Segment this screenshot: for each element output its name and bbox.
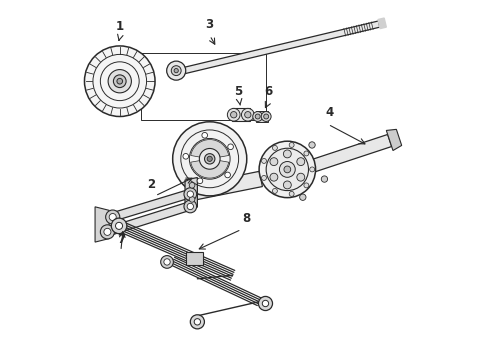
Circle shape xyxy=(297,173,305,181)
Circle shape xyxy=(184,200,196,213)
Polygon shape xyxy=(256,111,269,122)
Circle shape xyxy=(272,145,277,150)
Circle shape xyxy=(174,68,178,73)
Circle shape xyxy=(253,112,263,121)
Circle shape xyxy=(172,66,181,76)
Circle shape xyxy=(184,188,196,201)
Circle shape xyxy=(262,175,267,180)
Circle shape xyxy=(104,228,111,235)
Text: 3: 3 xyxy=(206,18,214,31)
Circle shape xyxy=(189,197,195,202)
Circle shape xyxy=(304,151,309,156)
Text: 1: 1 xyxy=(116,19,124,32)
Circle shape xyxy=(283,150,291,158)
Circle shape xyxy=(187,191,194,197)
Circle shape xyxy=(227,108,240,121)
Circle shape xyxy=(197,178,203,184)
Polygon shape xyxy=(111,188,195,221)
Circle shape xyxy=(261,112,271,121)
Circle shape xyxy=(259,141,316,198)
Wedge shape xyxy=(191,159,229,178)
Circle shape xyxy=(264,114,269,119)
Polygon shape xyxy=(185,177,197,207)
Circle shape xyxy=(183,153,189,159)
Circle shape xyxy=(204,154,215,164)
Polygon shape xyxy=(192,171,263,200)
Circle shape xyxy=(106,210,120,224)
Polygon shape xyxy=(95,207,109,242)
Circle shape xyxy=(245,112,251,118)
Circle shape xyxy=(164,259,170,265)
Circle shape xyxy=(321,176,328,182)
Circle shape xyxy=(297,158,305,166)
Circle shape xyxy=(84,46,155,117)
Text: 7: 7 xyxy=(117,233,125,246)
Circle shape xyxy=(225,172,230,178)
Circle shape xyxy=(113,75,126,87)
Text: 6: 6 xyxy=(264,85,272,98)
Text: 8: 8 xyxy=(243,212,251,225)
Polygon shape xyxy=(169,21,380,77)
Circle shape xyxy=(262,158,267,163)
Circle shape xyxy=(161,256,173,268)
Circle shape xyxy=(230,112,237,118)
Circle shape xyxy=(310,167,315,172)
Circle shape xyxy=(117,78,122,84)
Circle shape xyxy=(172,122,247,196)
Circle shape xyxy=(270,158,278,166)
Circle shape xyxy=(304,183,309,188)
Circle shape xyxy=(242,108,254,121)
Text: 5: 5 xyxy=(235,85,243,98)
Circle shape xyxy=(255,114,260,119)
Circle shape xyxy=(300,194,306,201)
Text: 4: 4 xyxy=(325,106,334,119)
Circle shape xyxy=(258,296,272,311)
Circle shape xyxy=(309,142,315,148)
Circle shape xyxy=(190,315,204,329)
Circle shape xyxy=(187,203,194,210)
Circle shape xyxy=(108,69,131,93)
Polygon shape xyxy=(106,201,195,236)
Circle shape xyxy=(207,156,212,161)
Circle shape xyxy=(279,162,295,177)
Circle shape xyxy=(283,181,291,189)
Circle shape xyxy=(167,61,186,80)
Circle shape xyxy=(199,148,220,169)
Polygon shape xyxy=(311,134,392,172)
Circle shape xyxy=(272,188,277,193)
Circle shape xyxy=(194,319,200,325)
Circle shape xyxy=(266,148,309,190)
Circle shape xyxy=(289,143,294,148)
Circle shape xyxy=(111,218,127,234)
Circle shape xyxy=(262,300,269,307)
Text: 2: 2 xyxy=(147,178,155,191)
Circle shape xyxy=(189,183,195,188)
Circle shape xyxy=(109,213,116,221)
Circle shape xyxy=(284,166,291,173)
Wedge shape xyxy=(191,140,229,159)
Polygon shape xyxy=(232,108,249,121)
Circle shape xyxy=(228,144,233,150)
Bar xyxy=(186,252,203,265)
Circle shape xyxy=(100,225,115,239)
Circle shape xyxy=(116,222,122,229)
Circle shape xyxy=(289,192,294,196)
Polygon shape xyxy=(378,18,386,28)
Circle shape xyxy=(270,173,278,181)
Circle shape xyxy=(202,132,208,138)
Polygon shape xyxy=(386,129,402,150)
